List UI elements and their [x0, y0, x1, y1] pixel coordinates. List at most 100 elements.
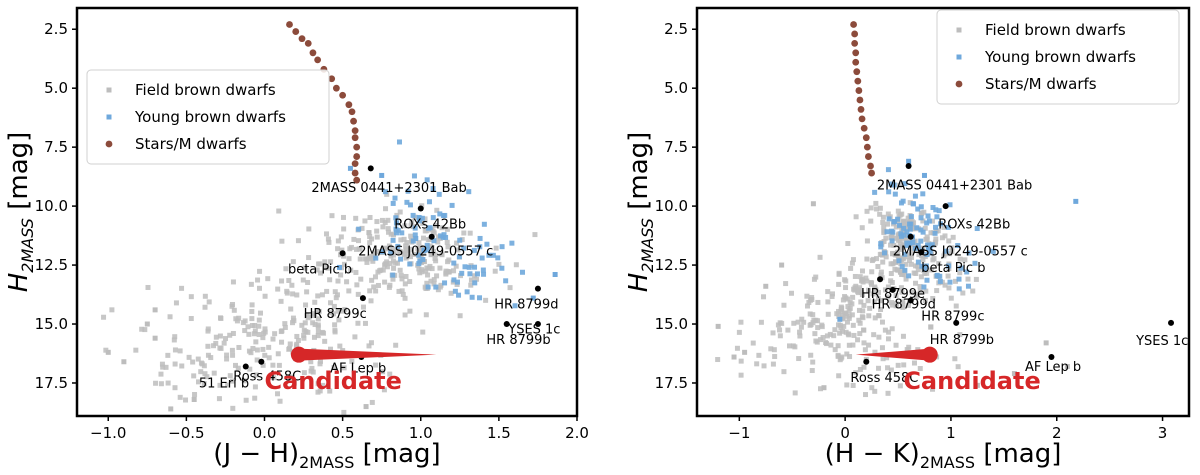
field-brown-dwarf-point — [234, 318, 240, 324]
young-brown-dwarf-point — [427, 225, 433, 231]
field-brown-dwarf-point — [216, 396, 222, 402]
field-brown-dwarf-point — [838, 304, 844, 310]
field-brown-dwarf-point — [913, 280, 919, 286]
field-brown-dwarf-point — [400, 291, 406, 297]
young-brown-dwarf-point — [1073, 198, 1079, 204]
field-brown-dwarf-point — [953, 303, 959, 309]
field-brown-dwarf-point — [275, 351, 281, 357]
field-brown-dwarf-point — [346, 288, 352, 294]
field-brown-dwarf-point — [404, 240, 410, 246]
field-brown-dwarf-point — [930, 296, 936, 302]
field-brown-dwarf-point — [453, 263, 459, 269]
star-m-dwarf-point — [858, 115, 866, 123]
field-brown-dwarf-point — [300, 277, 306, 283]
field-brown-dwarf-point — [882, 327, 888, 333]
star-m-dwarf-point — [351, 160, 359, 168]
field-brown-dwarf-point — [322, 338, 328, 344]
field-brown-dwarf-point — [862, 347, 868, 353]
field-brown-dwarf-point — [443, 271, 449, 277]
field-brown-dwarf-point — [892, 259, 898, 265]
field-brown-dwarf-point — [335, 278, 341, 284]
field-brown-dwarf-point — [201, 381, 207, 387]
field-brown-dwarf-point — [282, 321, 288, 327]
young-brown-dwarf-point — [907, 226, 913, 232]
field-brown-dwarf-point — [781, 369, 787, 375]
field-brown-dwarf-point — [366, 230, 372, 236]
field-brown-dwarf-point — [362, 256, 368, 262]
young-brown-dwarf-point — [390, 237, 396, 243]
field-brown-dwarf-point — [411, 251, 417, 257]
young-brown-dwarf-point — [454, 279, 460, 285]
field-brown-dwarf-point — [451, 268, 457, 274]
legend-marker — [106, 87, 112, 93]
young-brown-dwarf-point — [420, 257, 426, 263]
field-brown-dwarf-point — [875, 264, 881, 270]
field-brown-dwarf-point — [388, 253, 394, 259]
young-brown-dwarf-point — [347, 165, 353, 171]
field-brown-dwarf-point — [941, 253, 947, 259]
field-brown-dwarf-point — [777, 333, 783, 339]
young-brown-dwarf-point — [947, 279, 953, 285]
field-brown-dwarf-point — [861, 327, 867, 333]
field-brown-dwarf-point — [386, 229, 392, 235]
field-brown-dwarf-point — [883, 235, 889, 241]
young-brown-dwarf-point — [393, 226, 399, 232]
field-brown-dwarf-point — [340, 348, 346, 354]
field-brown-dwarf-point — [844, 319, 850, 325]
young-brown-dwarf-point — [972, 260, 978, 266]
field-brown-dwarf-point — [243, 397, 249, 403]
field-brown-dwarf-point — [289, 374, 295, 380]
field-brown-dwarf-point — [929, 267, 935, 273]
field-brown-dwarf-point — [877, 211, 883, 217]
field-brown-dwarf-point — [432, 255, 438, 261]
field-brown-dwarf-point — [868, 205, 874, 211]
field-brown-dwarf-point — [195, 356, 201, 362]
young-brown-dwarf-point — [919, 263, 925, 269]
field-brown-dwarf-point — [260, 335, 266, 341]
young-brown-dwarf-point — [443, 234, 449, 240]
field-brown-dwarf-point — [948, 295, 954, 301]
young-brown-dwarf-point — [417, 215, 423, 221]
named-object-label: YSES 1c — [507, 322, 560, 337]
field-brown-dwarf-point — [225, 382, 231, 388]
x-axis-label: (J − H)2MASS [mag] — [213, 439, 440, 472]
field-brown-dwarf-point — [229, 378, 235, 384]
x-tick-label: 0.5 — [331, 424, 355, 442]
field-brown-dwarf-point — [386, 243, 392, 249]
field-brown-dwarf-point — [507, 285, 513, 291]
field-brown-dwarf-point — [367, 214, 373, 220]
young-brown-dwarf-point — [426, 199, 432, 205]
field-brown-dwarf-point — [797, 333, 803, 339]
field-brown-dwarf-point — [254, 347, 260, 353]
field-brown-dwarf-point — [836, 313, 842, 319]
field-brown-dwarf-point — [715, 323, 721, 329]
young-brown-dwarf-point — [552, 271, 558, 277]
star-m-dwarf-point — [851, 39, 859, 47]
field-brown-dwarf-point — [445, 244, 451, 250]
field-brown-dwarf-point — [896, 213, 902, 219]
field-brown-dwarf-point — [924, 270, 930, 276]
field-brown-dwarf-point — [242, 328, 248, 334]
named-object-point — [503, 321, 510, 328]
field-brown-dwarf-point — [371, 250, 377, 256]
field-brown-dwarf-point — [885, 211, 891, 217]
young-brown-dwarf-point — [910, 239, 916, 245]
field-brown-dwarf-point — [879, 345, 885, 351]
field-brown-dwarf-point — [224, 356, 230, 362]
field-brown-dwarf-point — [770, 330, 776, 336]
named-object-label: Ross 458C — [233, 370, 301, 385]
field-brown-dwarf-point — [434, 207, 440, 213]
named-object-point — [534, 285, 541, 292]
field-brown-dwarf-point — [888, 367, 894, 373]
field-brown-dwarf-point — [855, 337, 861, 343]
field-brown-dwarf-point — [431, 277, 437, 283]
field-brown-dwarf-point — [374, 234, 380, 240]
field-brown-dwarf-point — [183, 397, 189, 403]
field-brown-dwarf-point — [898, 285, 904, 291]
named-object-point — [907, 233, 914, 240]
field-brown-dwarf-point — [335, 238, 341, 244]
field-brown-dwarf-point — [390, 246, 396, 252]
field-brown-dwarf-point — [445, 259, 451, 265]
x-tick-label: −1 — [728, 424, 750, 442]
field-brown-dwarf-point — [324, 231, 330, 237]
